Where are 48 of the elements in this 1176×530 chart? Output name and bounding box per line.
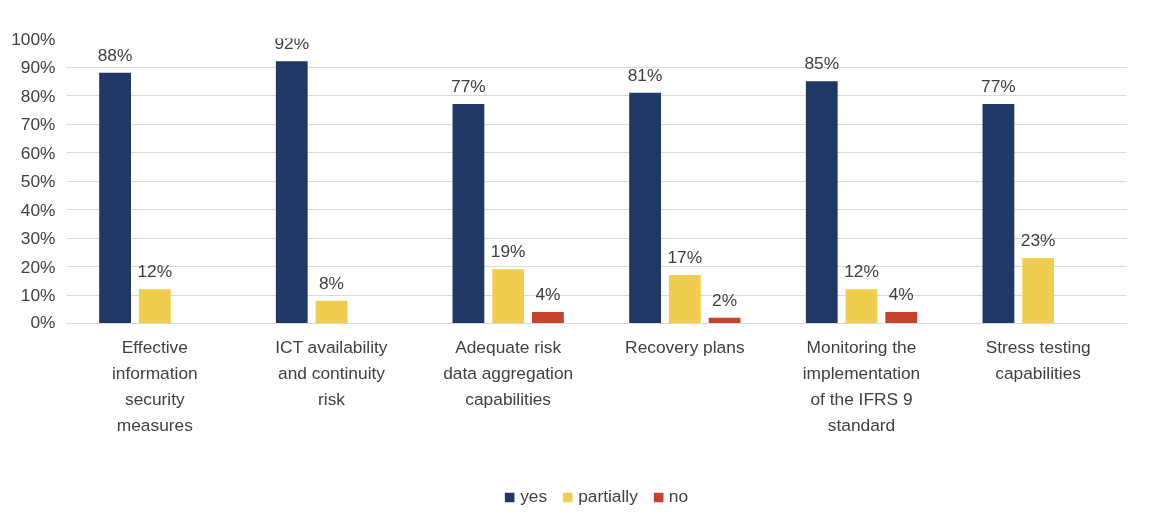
data-label: 19%: [490, 241, 526, 262]
bar: [629, 92, 661, 324]
data-label: 77%: [451, 76, 486, 97]
data-label: 8%: [318, 272, 345, 293]
x-tick-label: Monitoring the implementation of the IFRS 9 standard: [802, 336, 921, 435]
data-label: 85%: [804, 53, 840, 74]
bar: [452, 104, 485, 324]
x-tick-label: Recovery plans: [625, 336, 745, 357]
data-label: 4%: [888, 284, 914, 305]
data-label: 12%: [137, 261, 173, 282]
bar: [99, 72, 131, 324]
bar: [982, 104, 1015, 324]
bar: [315, 300, 348, 324]
x-tick-label: Adequate risk data aggregation capabilities: [443, 336, 574, 409]
bar: [805, 81, 838, 324]
y-tick-label: 80%: [20, 85, 56, 106]
data-label: 81%: [627, 64, 663, 85]
data-label: 23%: [1020, 229, 1056, 250]
y-tick-label: 10%: [20, 285, 56, 305]
x-tick-label: ICT availability and continuity risk: [275, 336, 388, 409]
bar: [845, 289, 878, 324]
y-tick-label: 70%: [20, 114, 56, 134]
x-tick-label: Stress testing capabilities: [985, 336, 1091, 383]
bar: [275, 61, 308, 324]
y-tick-label: 0%: [30, 311, 56, 332]
y-tick-label: 90%: [20, 57, 56, 77]
legend-label: partially: [578, 486, 638, 507]
legend-label: no: [668, 486, 689, 507]
data-label: 17%: [667, 247, 703, 268]
bar: [885, 312, 918, 324]
bar: [492, 269, 525, 324]
bar: [668, 275, 701, 324]
legend-label: yes: [520, 486, 548, 507]
data-label: 88%: [97, 44, 133, 65]
data-label: 2%: [712, 289, 738, 310]
bar: [532, 312, 564, 324]
y-tick-label: 100%: [11, 28, 56, 49]
y-tick-label: 30%: [20, 228, 56, 248]
y-tick-label: 20%: [20, 256, 56, 277]
bar: [138, 289, 171, 324]
y-tick-label: 50%: [20, 171, 56, 191]
bar: [1022, 257, 1055, 324]
data-label: 4%: [535, 284, 561, 305]
x-tick-label: Effective information security measures: [111, 336, 198, 435]
data-label: 12%: [844, 261, 879, 282]
data-label: 77%: [981, 76, 1016, 97]
y-tick-label: 60%: [20, 142, 56, 163]
y-tick-label: 40%: [20, 199, 56, 220]
